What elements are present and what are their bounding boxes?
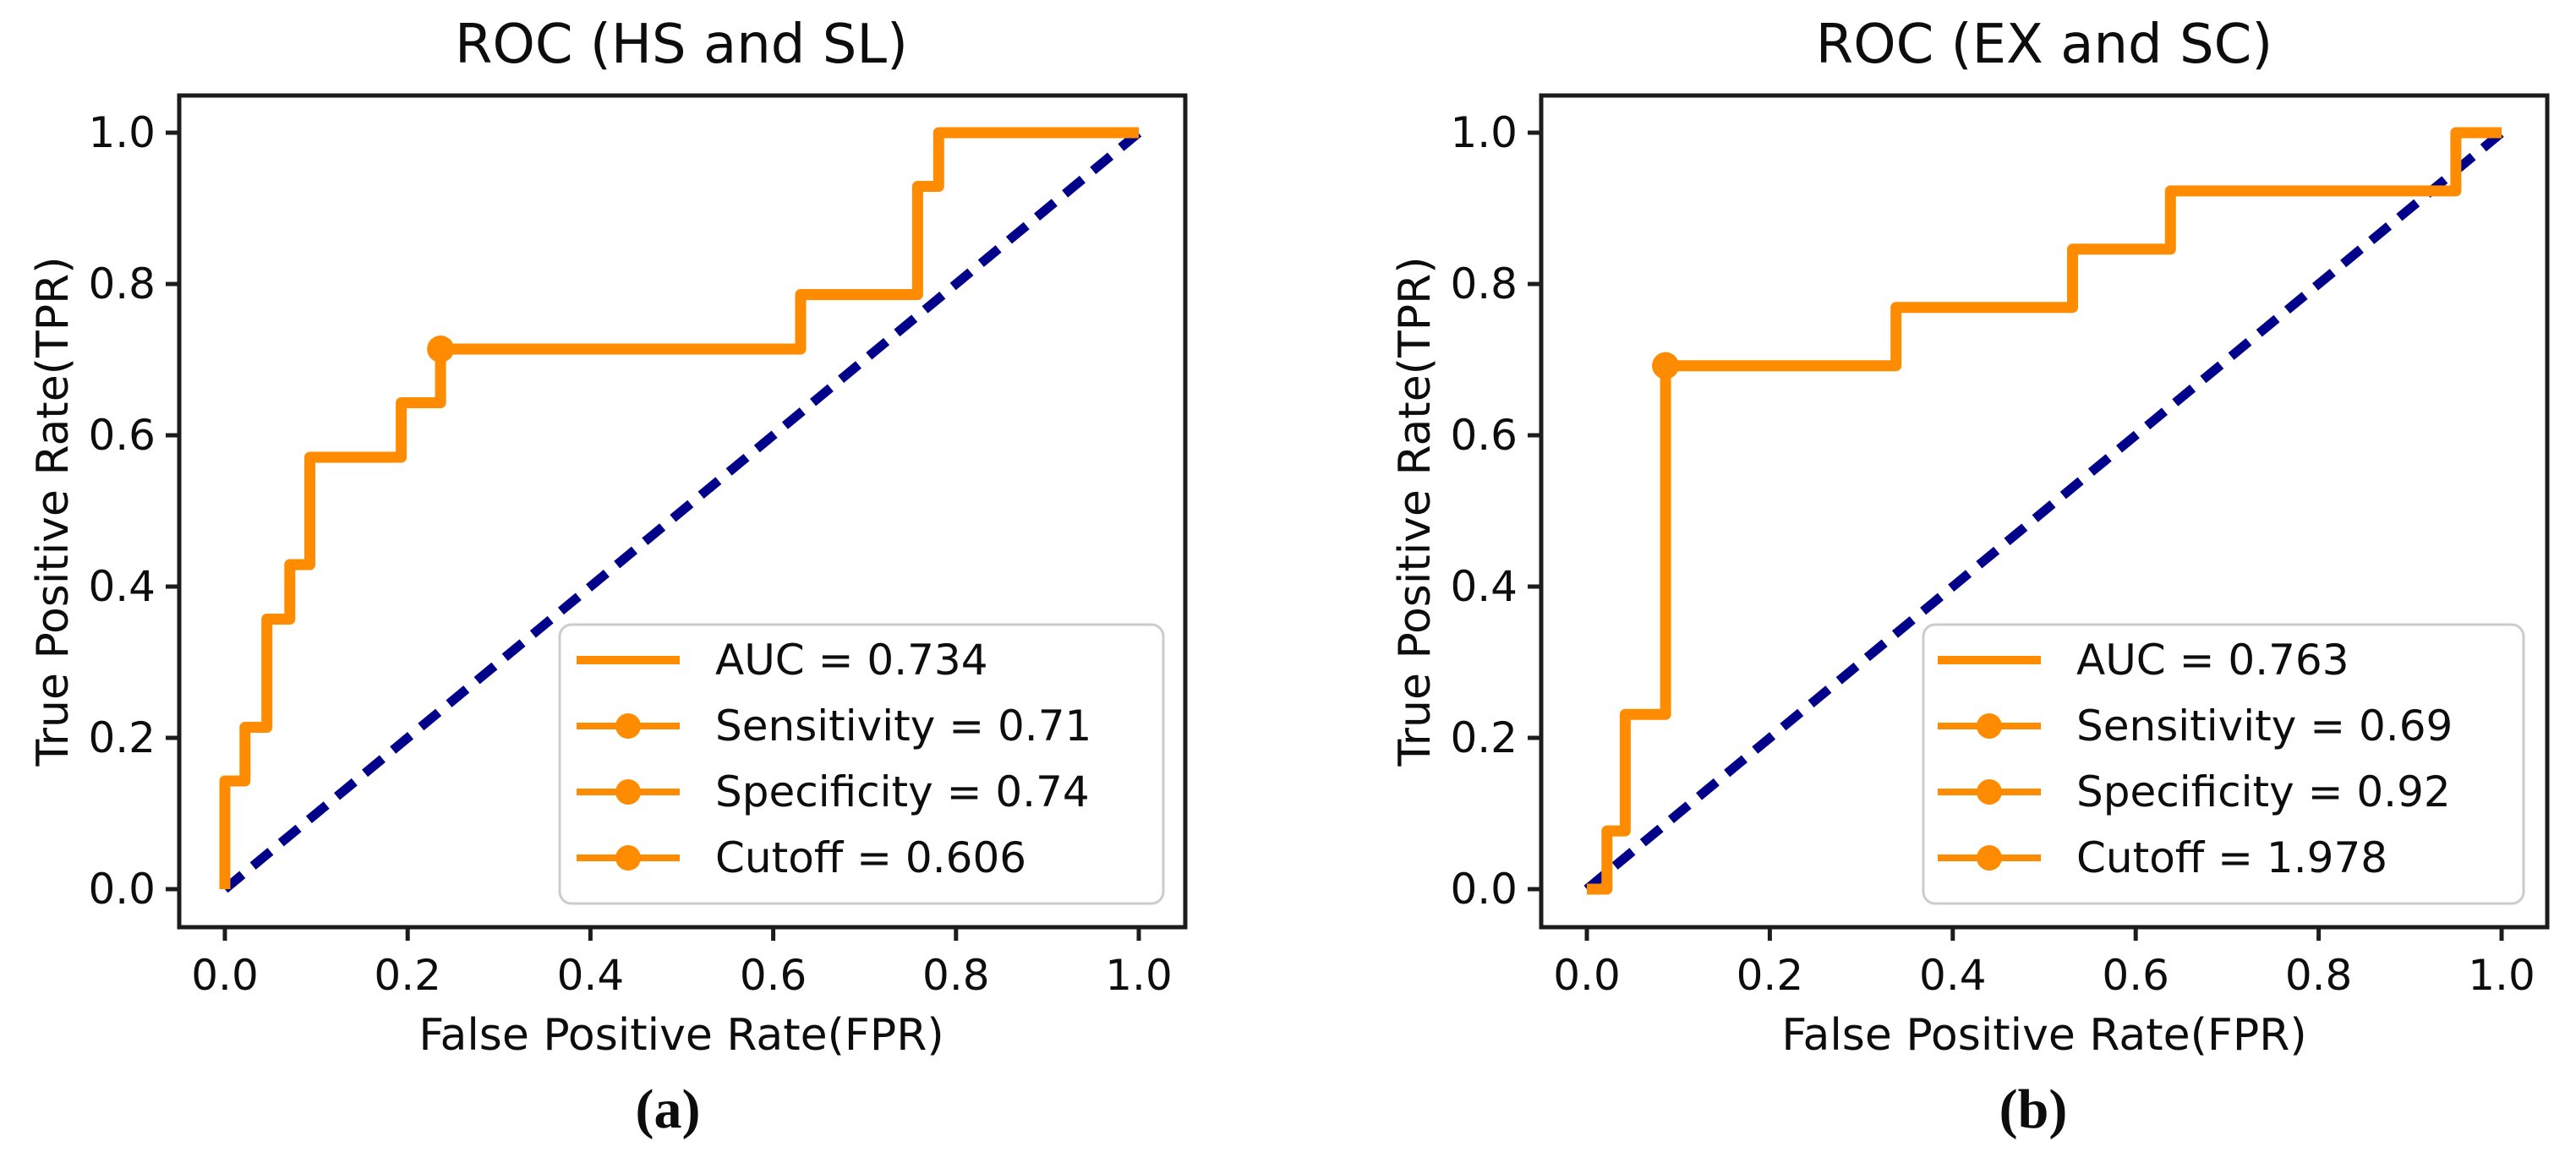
x-axis-label: False Positive Rate(FPR) <box>1781 1010 2306 1061</box>
chart-title: ROC (EX and SC) <box>1816 14 2273 76</box>
plot-area-a: 0.0 0.2 0.4 0.6 0.8 1.0 0.0 0.2 0.4 0.6 0.8 1.0 <box>88 93 1188 1000</box>
legend: AUC = 0.763 Sensitivity = 0.69 Specifici… <box>1922 623 2525 905</box>
legend-label-specificity: Specificity = 0.92 <box>2076 767 2451 816</box>
roc-chart-b: 0.0 0.2 0.4 0.6 0.8 1.0 0.0 0.2 0.4 0.6 0.8 1.0 ROC… <box>1390 14 2550 1140</box>
legend-box <box>1922 623 2525 905</box>
legend-label-auc: AUC = 0.763 <box>2076 636 2349 685</box>
x-tick-label: 0.6 <box>2102 951 2169 1000</box>
x-tick-label: 0.0 <box>1553 951 1621 1000</box>
axes-spines <box>1539 93 2550 930</box>
roc-chart-a: 0.0 0.2 0.4 0.6 0.8 1.0 0.0 0.2 0.4 0.6 0.8 1.0 ROC… <box>28 14 1188 1140</box>
legend-marker-dot <box>1977 779 2002 805</box>
y-tick-label: 0.0 <box>1450 865 1518 914</box>
y-tick-label: 0.4 <box>88 562 156 611</box>
chance-diagonal-line <box>1583 128 2505 893</box>
x-tick-label: 0.2 <box>1736 951 1804 1000</box>
roc-curve <box>219 127 1139 889</box>
y-tick-label: 0.8 <box>88 259 156 308</box>
x-tick-label: 0.6 <box>740 951 807 1000</box>
plot-area-b: 0.0 0.2 0.4 0.6 0.8 1.0 0.0 0.2 0.4 0.6 0.8 1.0 <box>1450 93 2550 1000</box>
x-tick-label: 0.8 <box>922 951 990 1000</box>
cutoff-marker <box>427 335 455 363</box>
legend-marker-dot <box>1977 713 2002 739</box>
panel-caption-b: (b) <box>1999 1078 2068 1140</box>
legend: AUC = 0.734 Sensitivity = 0.71 Specifici… <box>558 623 1165 905</box>
legend-box <box>558 623 1165 905</box>
legend-marker-dot <box>615 779 641 805</box>
chart-title: ROC (HS and SL) <box>455 14 908 76</box>
y-tick-label: 0.0 <box>88 865 156 914</box>
y-tick-label: 1.0 <box>88 108 156 157</box>
y-tick-label: 0.2 <box>1450 713 1518 762</box>
legend-label-cutoff: Cutoff = 0.606 <box>715 833 1026 882</box>
cutoff-marker <box>1652 352 1680 379</box>
legend-marker-dot <box>615 845 641 871</box>
legend-label-specificity: Specificity = 0.74 <box>715 767 1090 816</box>
x-tick-label: 0.4 <box>557 951 625 1000</box>
panel-caption-a: (a) <box>636 1078 701 1140</box>
chance-diagonal-line <box>222 128 1142 893</box>
x-tick-label: 0.0 <box>191 951 259 1000</box>
x-axis-label: False Positive Rate(FPR) <box>418 1010 943 1061</box>
y-tick-label: 0.6 <box>1450 411 1518 460</box>
x-tick-label: 0.4 <box>1919 951 1987 1000</box>
legend-label-sensitivity: Sensitivity = 0.69 <box>2076 702 2453 751</box>
y-axis-label: True Positive Rate(TPR) <box>1390 256 1441 767</box>
legend-marker-dot <box>1977 845 2002 871</box>
x-tick-label: 0.2 <box>374 951 441 1000</box>
y-tick-label: 0.2 <box>88 713 156 762</box>
y-tick-label: 0.4 <box>1450 562 1518 611</box>
legend-label-auc: AUC = 0.734 <box>715 636 988 685</box>
y-tick-label: 0.6 <box>88 411 156 460</box>
x-tick-label: 1.0 <box>1105 951 1173 1000</box>
x-tick-label: 1.0 <box>2468 951 2535 1000</box>
axes-spines <box>177 93 1188 930</box>
y-tick-label: 1.0 <box>1450 108 1518 157</box>
legend-label-sensitivity: Sensitivity = 0.71 <box>715 702 1091 751</box>
legend-label-cutoff: Cutoff = 1.978 <box>2076 833 2387 882</box>
roc-curve <box>1587 127 2502 895</box>
legend-marker-dot <box>615 713 641 739</box>
y-tick-label: 0.8 <box>1450 259 1518 308</box>
y-axis-label: True Positive Rate(TPR) <box>28 256 79 767</box>
x-tick-label: 0.8 <box>2285 951 2353 1000</box>
